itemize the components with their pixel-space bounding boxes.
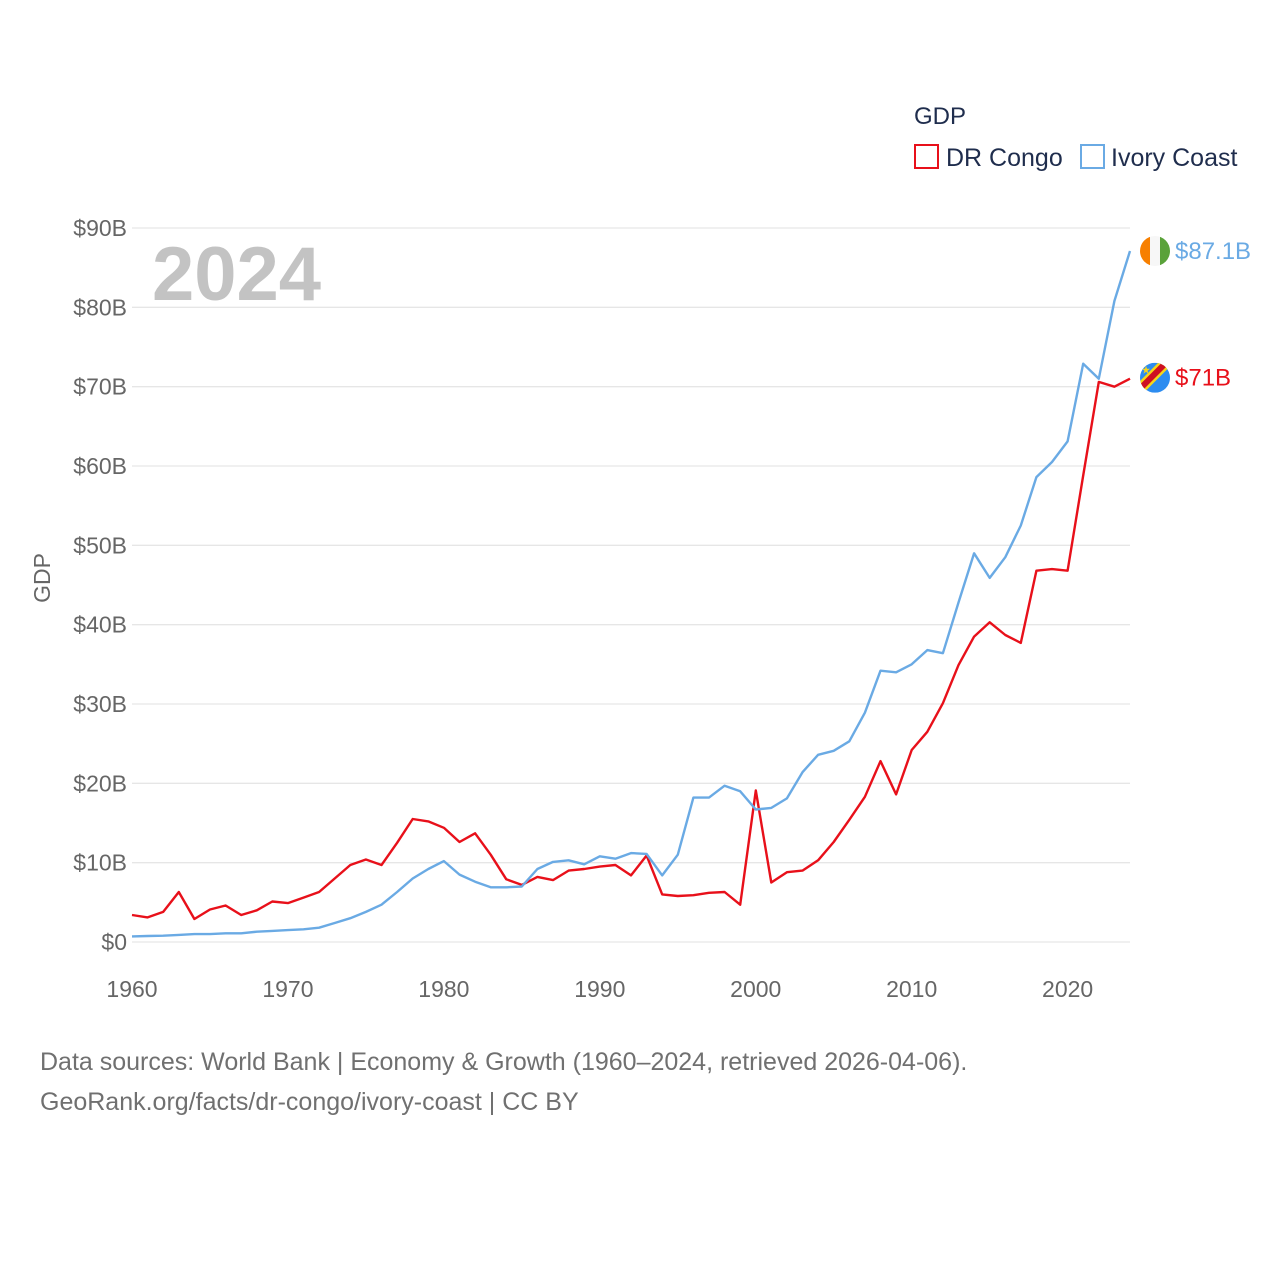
y-tick-label: $90B: [73, 215, 127, 241]
source-line-2: GeoRank.org/facts/dr-congo/ivory-coast |…: [40, 1088, 579, 1116]
y-axis-label: GDP: [29, 553, 55, 603]
y-tick-label: $40B: [73, 612, 127, 638]
series-line-ivory-coast: [131, 250, 1132, 938]
x-axis-ticks: 1960 1970 1980 1990 2000 2010 2020: [106, 976, 1093, 1002]
y-tick-label: $20B: [73, 770, 127, 796]
y-tick-label: $50B: [73, 532, 127, 558]
y-tick-label: $70B: [73, 374, 127, 400]
legend-item-dr-congo[interactable]: DR Congo: [914, 144, 1063, 172]
x-tick-label: 2010: [886, 976, 937, 1002]
legend-swatch-dr-congo: [914, 144, 939, 169]
legend-item-ivory-coast[interactable]: Ivory Coast: [1080, 144, 1237, 172]
y-tick-label: $10B: [73, 850, 127, 876]
x-tick-label: 1970: [262, 976, 313, 1002]
y-axis-ticks: $0 $10B $20B $30B $40B $50B $60B $70B $80B $90B: [73, 215, 127, 955]
x-tick-label: 1980: [418, 976, 469, 1002]
x-tick-label: 1960: [106, 976, 157, 1002]
y-tick-label: $60B: [73, 453, 127, 479]
year-indicator: 2024: [152, 232, 321, 317]
y-tick-label: $30B: [73, 691, 127, 717]
dr-congo-flag-icon: [1140, 362, 1170, 393]
gridlines: [132, 227, 1130, 943]
series-lines: [131, 250, 1132, 938]
x-tick-label: 2020: [1042, 976, 1093, 1002]
x-tick-label: 2000: [730, 976, 781, 1002]
y-tick-label: $80B: [73, 294, 127, 320]
x-tick-label: 1990: [574, 976, 625, 1002]
source-note: Data sources: World Bank | Economy & Gro…: [40, 1042, 1240, 1122]
end-label-ivory-coast: $87.1B: [1175, 238, 1251, 265]
y-tick-label: $0: [101, 929, 127, 955]
legend-label-dr-congo: DR Congo: [946, 144, 1063, 172]
legend-swatch-ivory-coast: [1080, 144, 1105, 169]
ivory-coast-flag-icon: [1140, 236, 1170, 267]
series-line-dr-congo: [131, 377, 1131, 921]
end-label-dr-congo: $71B: [1175, 365, 1231, 392]
legend[interactable]: GDP DR Congo Ivory Coast: [914, 103, 1237, 172]
legend-title: GDP: [914, 103, 966, 130]
legend-label-ivory-coast: Ivory Coast: [1111, 144, 1237, 172]
source-line-1: Data sources: World Bank | Economy & Gro…: [40, 1048, 968, 1076]
